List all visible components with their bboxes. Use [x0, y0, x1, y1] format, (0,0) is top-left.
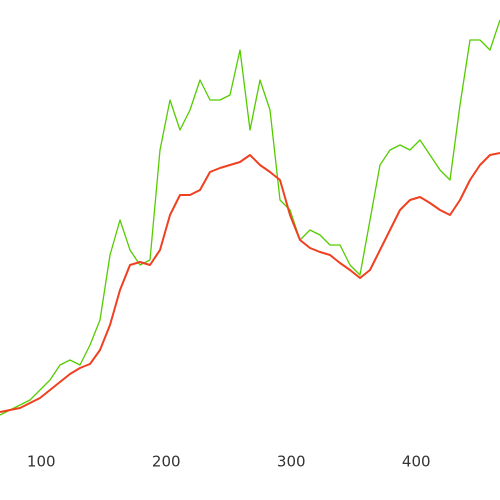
x-tick-label: 400	[402, 453, 431, 471]
x-tick-label: 300	[277, 453, 306, 471]
series-line	[0, 152, 500, 413]
x-tick-label: 200	[152, 453, 181, 471]
x-tick-label: 100	[27, 453, 56, 471]
series-line	[0, 19, 500, 416]
